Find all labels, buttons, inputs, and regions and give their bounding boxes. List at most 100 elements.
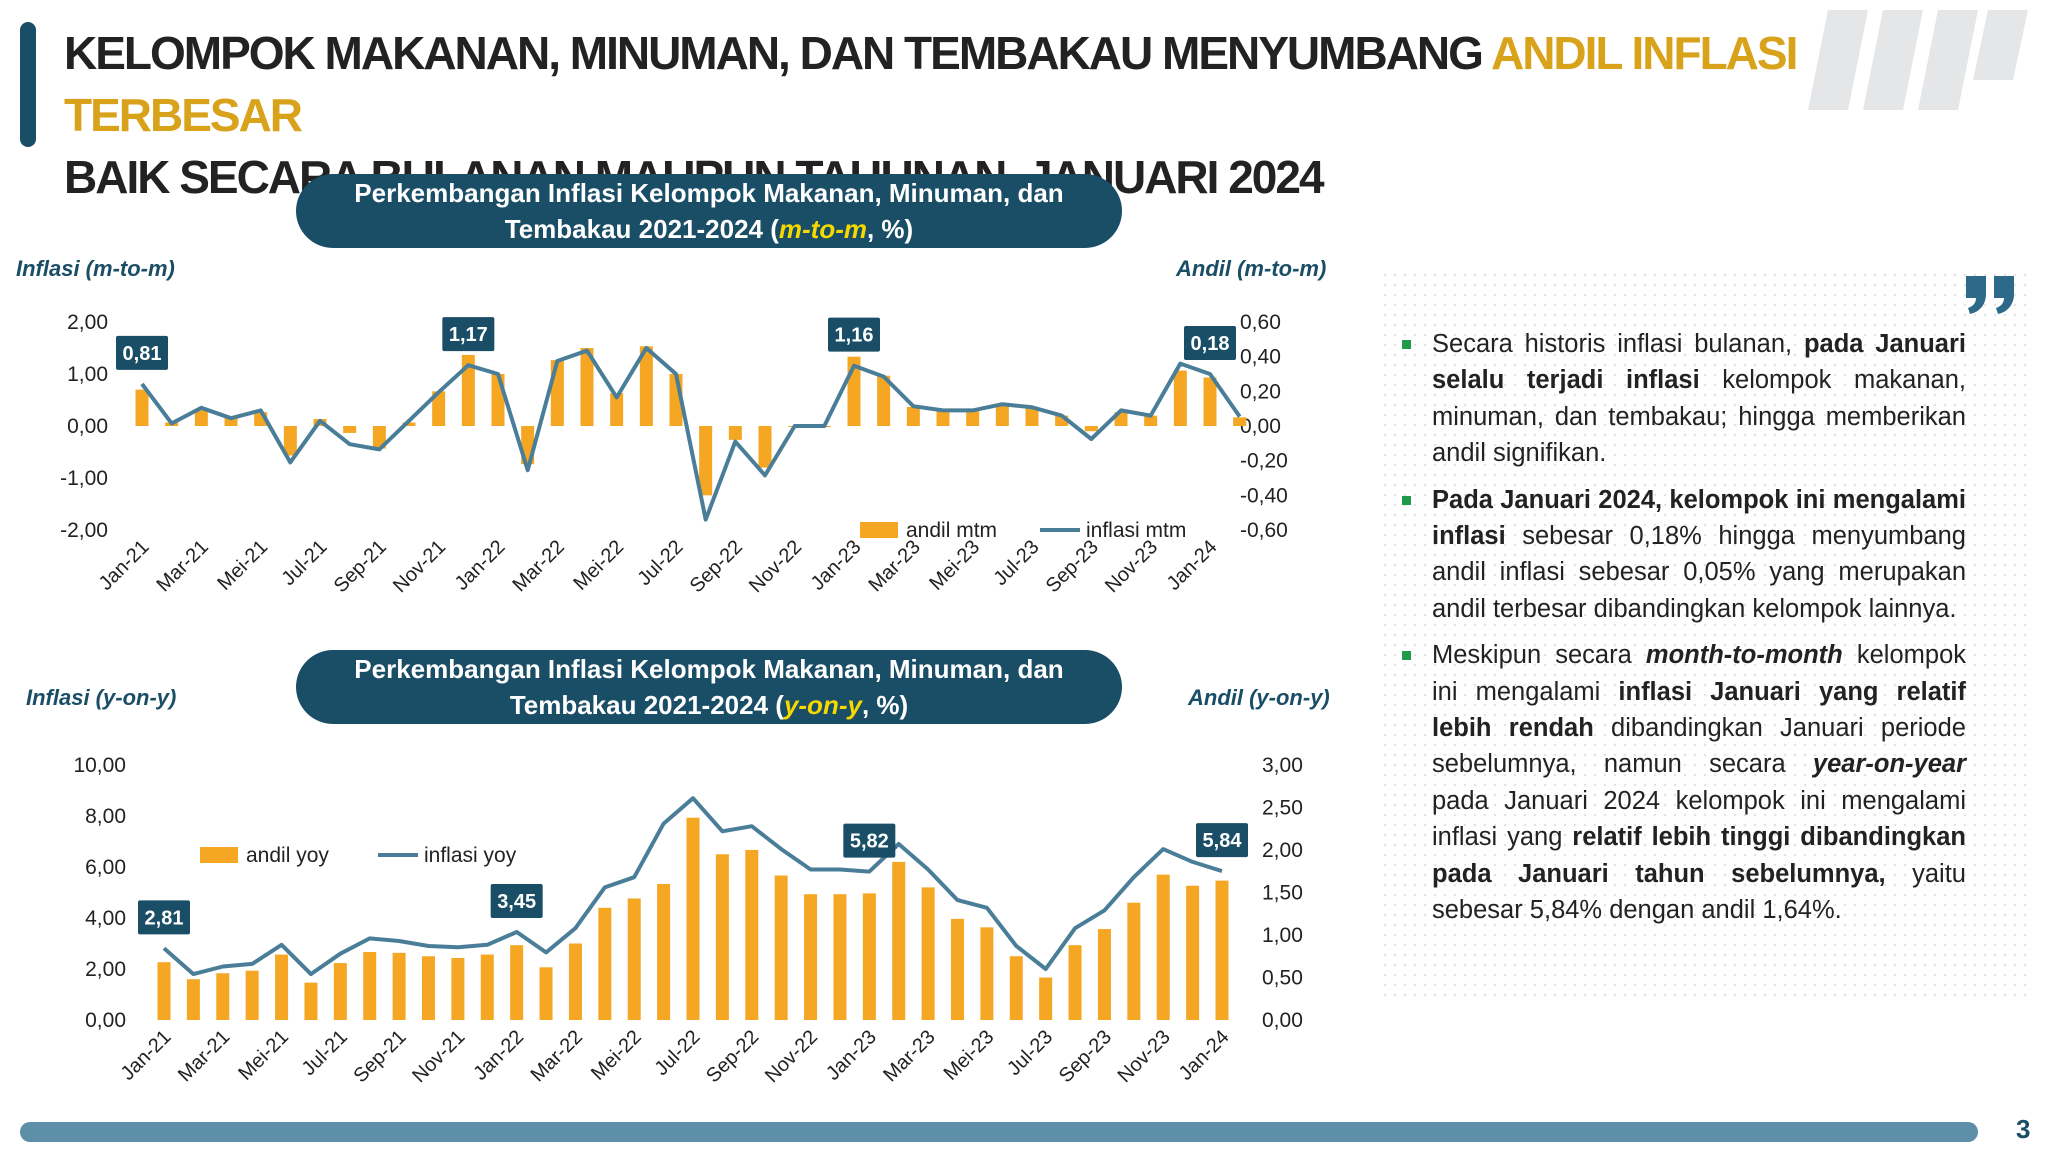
chart2-bar [451, 957, 465, 1020]
chart1-line-series [140, 346, 1242, 522]
chart1-left-tick-label: -2,00 [60, 519, 108, 542]
chart2-bar [892, 861, 906, 1020]
chart1-bar [699, 426, 713, 496]
footer-bar [20, 1122, 1978, 1142]
chart1-legend-bar-label: andil mtm [906, 519, 997, 542]
chart1-bar [402, 422, 416, 426]
chart1-bar [343, 426, 357, 433]
title-line1-highlight: ANDIL INFLASI TERBESAR [64, 27, 1798, 141]
chart2-bar [392, 952, 406, 1020]
chart2-x-tick-label: Jan-24 [1175, 1026, 1234, 1085]
bullet-3-text-a: Meskipun secara [1432, 641, 1646, 670]
chart1-callout-label: 1,17 [449, 324, 488, 346]
commentary-bullets: Secara historis inflasi bulanan, pada Ja… [1400, 326, 1966, 939]
chart1-bar [224, 417, 238, 426]
chart2-title-line2-text: Tembakau 2021-2024 ( [509, 690, 784, 720]
chart1-title-pill: Perkembangan Inflasi Kelompok Makanan, M… [296, 174, 1122, 248]
chart1-callout-box [116, 335, 168, 370]
chart2-bar [921, 887, 935, 1020]
chart2-bar [598, 907, 612, 1020]
chart2-callout-box [490, 884, 543, 919]
chart1-right-tick-label: 0,00 [1240, 415, 1281, 438]
chart1-title-highlight: m-to-m [778, 214, 867, 244]
chart1-bar [728, 426, 742, 440]
chart2-x-tick-label: Jul-22 [650, 1026, 704, 1080]
chart2-x-tick-label: Nov-23 [1114, 1026, 1175, 1087]
chart2-x-tick-label: Jan-21 [117, 1026, 176, 1085]
chart1-right-axis-title: Andil (m-to-m) [1176, 256, 1327, 281]
chart2-bar [833, 894, 847, 1020]
chart2-bar [245, 970, 259, 1020]
chart2-bar [980, 927, 994, 1020]
chart2-right-axis-title: Andil (y-on-y) [1188, 685, 1330, 710]
chart2-bar [1186, 885, 1200, 1020]
chart2-x-tick-label: Jan-23 [822, 1026, 881, 1085]
chart2-bar [568, 943, 582, 1020]
chart1-right-tick-label: -0,60 [1240, 519, 1288, 542]
chart1-bar [877, 375, 891, 426]
chart2-bar [157, 962, 171, 1020]
chart2-x-tick-label: Sep-22 [702, 1026, 763, 1087]
chart2-left-tick-label: 8,00 [85, 805, 126, 828]
chart2-right-tick-label: 0,50 [1262, 967, 1303, 990]
chart2-bar [422, 956, 435, 1020]
chart2-right-tick-label: 0,00 [1262, 1009, 1303, 1032]
chart2-title-line1: Perkembangan Inflasi Kelompok Makanan, M… [354, 654, 1064, 684]
bps-logo-icon [1808, 10, 2028, 110]
chart2-callout-box [843, 823, 896, 858]
chart2-bar [1127, 902, 1141, 1020]
chart1-bar [1084, 426, 1098, 432]
bullet-3-text-h: relatif lebih tinggi dibandingkan pada J… [1432, 823, 1966, 888]
chart2-bar [186, 979, 200, 1020]
chart2-bar [627, 898, 641, 1020]
chart2-left-tick-label: 6,00 [85, 856, 126, 879]
chart1-bar [461, 354, 475, 426]
chart2-right-tick-label: 1,00 [1262, 924, 1303, 947]
chart2-title-suffix: , %) [861, 690, 909, 720]
title-line1-part1: KELOMPOK MAKANAN, MINUMAN, DAN TEMBAKAU … [64, 27, 1491, 79]
chart2-title-line2: Tembakau 2021-2024 (y-on-y, %) [296, 687, 1122, 723]
chart2-title-highlight: y-on-y [783, 690, 862, 720]
chart1-right-tick-label: -0,40 [1240, 484, 1288, 507]
chart2-title-pill: Perkembangan Inflasi Kelompok Makanan, M… [296, 650, 1122, 724]
chart2-x-tick-label: Mei-21 [234, 1026, 293, 1085]
chart1-bar [1055, 415, 1069, 426]
bullet-3: Meskipun secara month-to-month kelompok … [1400, 637, 1966, 928]
chart1-right-tick-label: 0,60 [1240, 311, 1281, 334]
chart1-title-line2-text: Tembakau 2021-2024 ( [504, 214, 779, 244]
bullet-2: Pada Januari 2024, kelompok ini mengalam… [1400, 482, 1966, 628]
chart1-bar [1025, 406, 1039, 426]
chart2-bar [363, 952, 377, 1020]
chart1-callout-box [442, 317, 495, 352]
chart1-bar [995, 405, 1009, 426]
chart1-bar [1173, 370, 1187, 426]
chart1-left-tick-label: 0,00 [67, 415, 108, 438]
chart2-right-tick-label: 2,50 [1262, 797, 1303, 820]
chart2-bar [1097, 929, 1111, 1020]
chart1-legend-line-label: inflasi mtm [1086, 519, 1186, 542]
chart1-bar [1144, 415, 1158, 426]
chart2-bar [862, 893, 876, 1020]
chart1-right-tick-label: 0,20 [1240, 380, 1281, 403]
chart2-legend-line-label: inflasi yoy [424, 844, 517, 867]
chart1-bar [372, 426, 386, 449]
chart2-bar [1009, 956, 1023, 1020]
chart1-bar [1203, 377, 1217, 426]
bullet-2-text-a: Pada Januari 2024, kelompok ini mengalam… [1432, 485, 1966, 551]
chart2-bar [686, 817, 700, 1020]
chart1-left-tick-label: -1,00 [60, 467, 108, 490]
bullet-1: Secara historis inflasi bulanan, pada Ja… [1400, 326, 1966, 472]
chart1-bar [936, 410, 950, 426]
bullet-3-text-g: pada Januari 2024 kelompok ini mengalami… [1432, 786, 1966, 852]
chart2-x-tick-label: Sep-21 [349, 1026, 410, 1087]
chart2-callout-label: 3,45 [497, 891, 536, 913]
chart1-callout-box [1184, 326, 1236, 360]
chart1-plot: 2,00 1,00 0,00 -1,00 -2,00 0,60 0,40 0,20 0,00 -0… [60, 311, 1288, 597]
chart1-left-axis-title: Inflasi (m-to-m) [16, 256, 175, 281]
chart2-x-tick-label: Sep-23 [1055, 1026, 1116, 1087]
chart1-title-line1: Perkembangan Inflasi Kelompok Makanan, M… [354, 178, 1064, 208]
chart2-right-tick-label: 1,50 [1262, 882, 1303, 905]
chart2-bar [1039, 977, 1053, 1020]
bullet-2-text-b: sebesar 0,18% hingga menyumbang andil in… [1432, 522, 1966, 623]
chart1-title-suffix: , %) [866, 214, 914, 244]
